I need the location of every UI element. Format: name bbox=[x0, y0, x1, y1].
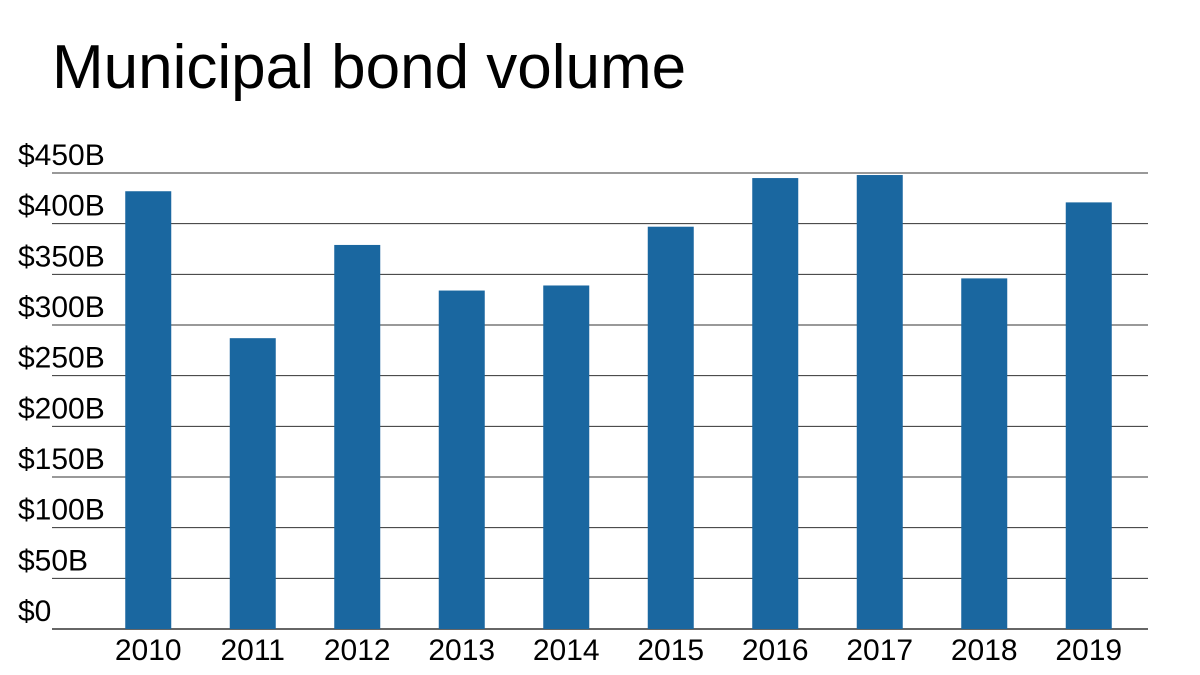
bar-2019 bbox=[1065, 202, 1112, 630]
bar-2014 bbox=[543, 285, 590, 629]
bar-2017 bbox=[856, 175, 903, 629]
y-tick-label: $50B bbox=[18, 544, 88, 577]
x-tick-label: 2019 bbox=[1055, 634, 1122, 667]
bar-2013 bbox=[438, 290, 485, 629]
bar-2016 bbox=[752, 178, 799, 630]
bar-2012 bbox=[334, 244, 381, 630]
y-tick-label: $300B bbox=[18, 291, 105, 324]
x-tick-label: 2011 bbox=[220, 634, 285, 667]
y-tick-label: $0 bbox=[18, 595, 51, 628]
y-tick-label: $100B bbox=[18, 494, 105, 527]
x-tick-label: 2014 bbox=[533, 634, 600, 667]
y-tick-label: $450B bbox=[18, 139, 105, 172]
bar-2010 bbox=[125, 191, 172, 630]
x-tick-label: 2016 bbox=[742, 634, 809, 667]
y-tick-label: $150B bbox=[18, 443, 105, 476]
x-tick-label: 2013 bbox=[428, 634, 495, 667]
y-tick-label: $200B bbox=[18, 392, 105, 425]
x-tick-label: 2017 bbox=[846, 634, 913, 667]
chart-title: Municipal bond volume bbox=[52, 33, 687, 102]
y-axis-ticks: $0 $50B $100B $150B $200B $250B $300B $350B $400… bbox=[18, 139, 105, 628]
y-tick-label: $350B bbox=[18, 240, 105, 273]
x-axis-ticks: 2010 2011 2012 2013 2014 2015 2016 2017 2018 2019 bbox=[115, 634, 1122, 667]
bar-2011 bbox=[229, 338, 276, 629]
x-tick-label: 2012 bbox=[324, 634, 391, 667]
x-tick-label: 2010 bbox=[115, 634, 182, 667]
x-tick-label: 2018 bbox=[951, 634, 1018, 667]
y-tick-label: $250B bbox=[18, 342, 105, 375]
bars bbox=[125, 175, 1112, 630]
y-tick-label: $400B bbox=[18, 190, 105, 223]
x-tick-label: 2015 bbox=[637, 634, 704, 667]
bar-2015 bbox=[647, 226, 694, 629]
bar-2018 bbox=[961, 278, 1008, 629]
